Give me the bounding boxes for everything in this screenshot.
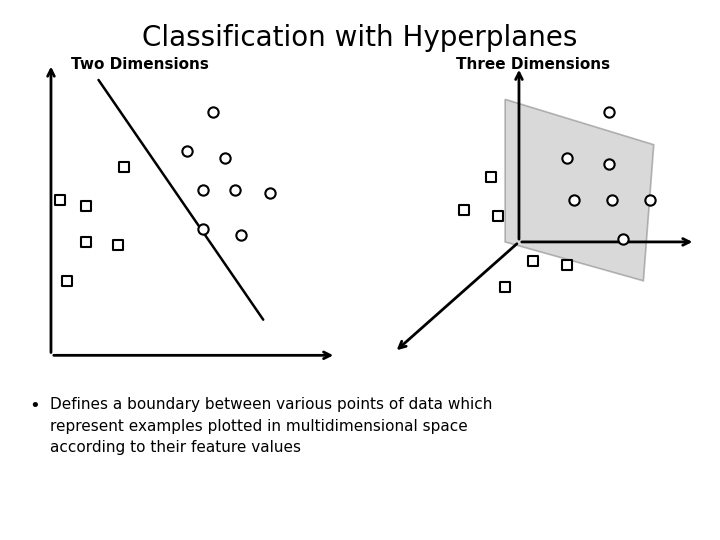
- Point: [118, 163, 130, 172]
- Text: Classification with Hyperplanes: Classification with Hyperplanes: [143, 24, 577, 52]
- Point: [644, 195, 656, 204]
- Polygon shape: [505, 99, 654, 281]
- Point: [492, 212, 504, 220]
- Point: [569, 195, 580, 204]
- Point: [606, 195, 618, 204]
- Point: [229, 186, 240, 194]
- Text: Two Dimensions: Two Dimensions: [71, 57, 209, 72]
- Point: [485, 173, 497, 181]
- Text: Three Dimensions: Three Dimensions: [456, 57, 610, 72]
- Point: [197, 186, 209, 194]
- Point: [112, 241, 123, 249]
- Point: [603, 108, 615, 117]
- Point: [220, 153, 231, 162]
- Point: [197, 225, 209, 233]
- Point: [235, 231, 247, 240]
- Point: [603, 160, 615, 168]
- Point: [500, 283, 511, 292]
- Point: [61, 276, 73, 285]
- Point: [80, 202, 91, 211]
- Point: [181, 147, 193, 156]
- Point: [207, 108, 218, 117]
- Point: [55, 195, 66, 204]
- Point: [617, 234, 629, 243]
- Point: [562, 260, 573, 269]
- Point: [458, 205, 469, 214]
- Text: •: •: [29, 397, 40, 415]
- Text: Defines a boundary between various points of data which
represent examples plott: Defines a boundary between various point…: [50, 397, 492, 455]
- Point: [264, 189, 275, 198]
- Point: [562, 153, 573, 162]
- Point: [527, 257, 539, 266]
- Point: [80, 238, 91, 246]
